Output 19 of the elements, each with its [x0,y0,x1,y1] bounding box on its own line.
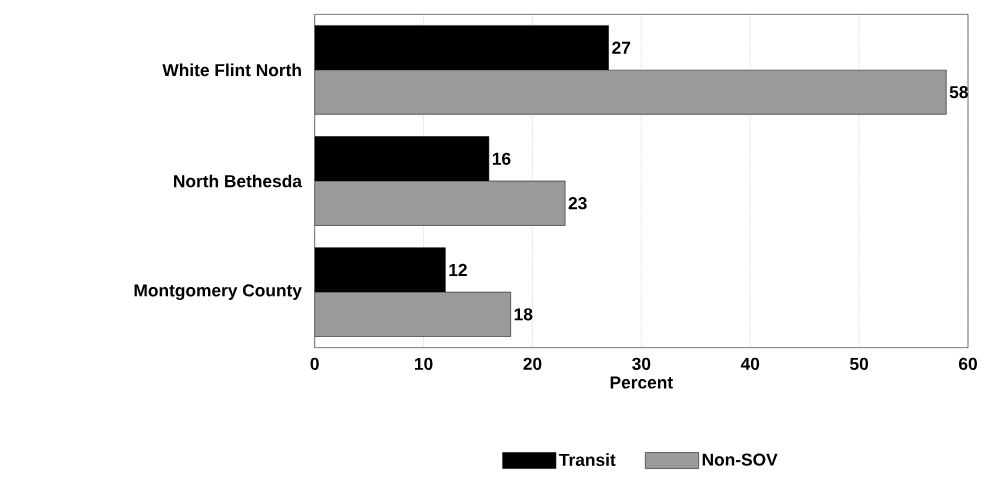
x-tick-label: 60 [958,357,977,370]
x-tick-label: 30 [632,357,651,371]
legend-label: Non-SOV [702,453,778,466]
x-axis-title: Percent [610,376,673,389]
x-tick-label: 40 [740,357,760,370]
data-label: 16 [492,152,511,165]
data-label: 23 [568,197,587,210]
data-label: 12 [449,263,467,276]
x-tick-label: 20 [523,357,542,370]
y-tick-label: North Bethesda [174,174,303,188]
x-tick-label: 10 [415,357,433,370]
data-label: 18 [514,308,533,321]
legend-label: Transit [559,453,616,466]
data-label: 58 [949,85,968,99]
x-tick-label: 0 [310,357,319,370]
x-tick-label: 50 [850,357,869,370]
y-tick-label: Montgomery County [134,284,302,301]
data-label: 27 [612,41,631,54]
y-tick-label: White Flint North [162,63,301,77]
